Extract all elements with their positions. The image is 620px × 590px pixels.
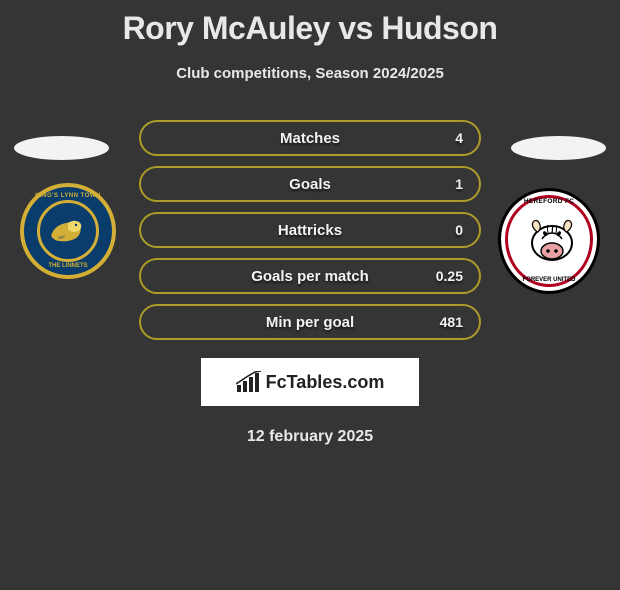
crest-right-top-text: HEREFORD FC bbox=[501, 198, 597, 205]
stat-row-matches: Matches 4 bbox=[139, 120, 481, 156]
stat-row-goals-per-match: Goals per match 0.25 bbox=[139, 258, 481, 294]
bar-chart-icon bbox=[236, 371, 262, 393]
crest-left-top-text: KING'S LYNN TOWN bbox=[24, 193, 112, 199]
stat-label: Goals per match bbox=[251, 268, 369, 285]
stat-label: Min per goal bbox=[266, 314, 354, 331]
brand-text: FcTables.com bbox=[266, 372, 385, 393]
page-title: Rory McAuley vs Hudson bbox=[0, 10, 620, 47]
stat-value: 0 bbox=[455, 222, 463, 238]
crest-left-bottom-text: THE LINNETS bbox=[24, 263, 112, 269]
stat-row-goals: Goals 1 bbox=[139, 166, 481, 202]
crest-left-inner-ring bbox=[37, 200, 99, 262]
subtitle: Club competitions, Season 2024/2025 bbox=[0, 65, 620, 82]
stat-label: Goals bbox=[289, 176, 331, 193]
stat-value: 1 bbox=[455, 176, 463, 192]
brand-box: FcTables.com bbox=[201, 358, 419, 406]
stat-value: 4 bbox=[455, 130, 463, 146]
date-text: 12 february 2025 bbox=[0, 428, 620, 446]
crest-left: KING'S LYNN TOWN THE LINNETS bbox=[20, 183, 116, 279]
stat-row-hattricks: Hattricks 0 bbox=[139, 212, 481, 248]
stat-label: Hattricks bbox=[278, 222, 342, 239]
stat-value: 0.25 bbox=[436, 268, 463, 284]
bird-icon bbox=[46, 209, 90, 253]
bull-icon bbox=[524, 213, 580, 269]
crest-right: HEREFORD FC FOREVER UNITED bbox=[498, 188, 600, 294]
ellipse-right bbox=[511, 136, 606, 160]
ellipse-left bbox=[14, 136, 109, 160]
stat-value: 481 bbox=[440, 314, 463, 330]
crest-right-bottom-text: FOREVER UNITED bbox=[501, 277, 597, 283]
stat-row-min-per-goal: Min per goal 481 bbox=[139, 304, 481, 340]
stat-label: Matches bbox=[280, 130, 340, 147]
